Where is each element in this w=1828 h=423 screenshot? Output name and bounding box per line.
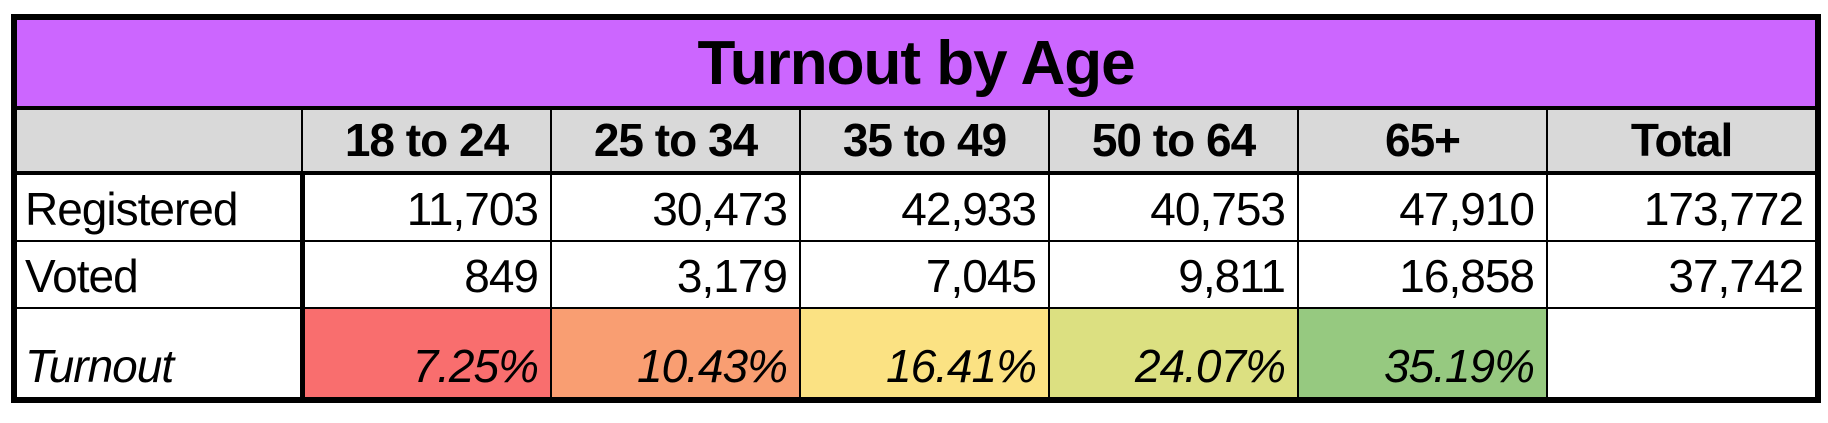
row-label-turnout: Turnout — [13, 307, 305, 401]
registered-total-value: 173,772 — [1545, 172, 1820, 242]
registered-35-to-49-value: 42,933 — [799, 172, 1050, 242]
voted-total-value: 37,742 — [1545, 240, 1820, 309]
voted-50-to-64-value: 9,811 — [1048, 240, 1299, 309]
table-row-registered: Registered 11,703 30,473 42,933 40,753 4… — [13, 172, 1820, 242]
turnout-35-to-49-value: 16.41% — [799, 307, 1050, 401]
registered-50-to-64-value: 40,753 — [1048, 172, 1299, 242]
voted-18-to-24-value: 849 — [301, 240, 552, 309]
turnout-18-to-24-value: 7.25% — [301, 307, 552, 401]
col-header-50-to-64: 50 to 64 — [1048, 107, 1299, 175]
page: Turnout by Age 18 to 24 25 to 34 35 to 4… — [11, 14, 1822, 403]
table-row-voted: Voted 849 3,179 7,045 9,811 16,858 37,74… — [13, 240, 1820, 309]
col-header-total: Total — [1545, 107, 1820, 175]
title-row: Turnout by Age — [12, 16, 1820, 110]
col-header-25-to-34: 25 to 34 — [550, 107, 801, 175]
turnout-25-to-34-value: 10.43% — [550, 307, 801, 401]
table-title: Turnout by Age — [12, 16, 1820, 110]
voted-35-to-49-value: 7,045 — [799, 240, 1050, 309]
column-header-row: 18 to 24 25 to 34 35 to 49 50 to 64 65+ … — [13, 107, 1820, 175]
voted-25-to-34-value: 3,179 — [550, 240, 801, 309]
registered-65-plus-value: 47,910 — [1297, 172, 1548, 242]
col-header-65-plus: 65+ — [1297, 107, 1548, 175]
table-row-turnout: Turnout 7.25% 10.43% 16.41% 24.07% 35.19… — [13, 307, 1820, 401]
row-label-voted: Voted — [13, 240, 305, 309]
voted-65-plus-value: 16,858 — [1297, 240, 1548, 309]
registered-25-to-34-value: 30,473 — [550, 172, 801, 242]
row-label-registered: Registered — [13, 172, 305, 242]
col-header-18-to-24: 18 to 24 — [301, 107, 552, 175]
registered-18-to-24-value: 11,703 — [301, 172, 552, 242]
col-header-35-to-49: 35 to 49 — [799, 107, 1050, 175]
col-header-empty — [13, 107, 303, 175]
turnout-total-empty-cell — [1545, 307, 1820, 401]
turnout-65-plus-value: 35.19% — [1297, 307, 1548, 401]
turnout-by-age-table: Turnout by Age 18 to 24 25 to 34 35 to 4… — [11, 14, 1822, 403]
turnout-50-to-64-value: 24.07% — [1048, 307, 1299, 401]
